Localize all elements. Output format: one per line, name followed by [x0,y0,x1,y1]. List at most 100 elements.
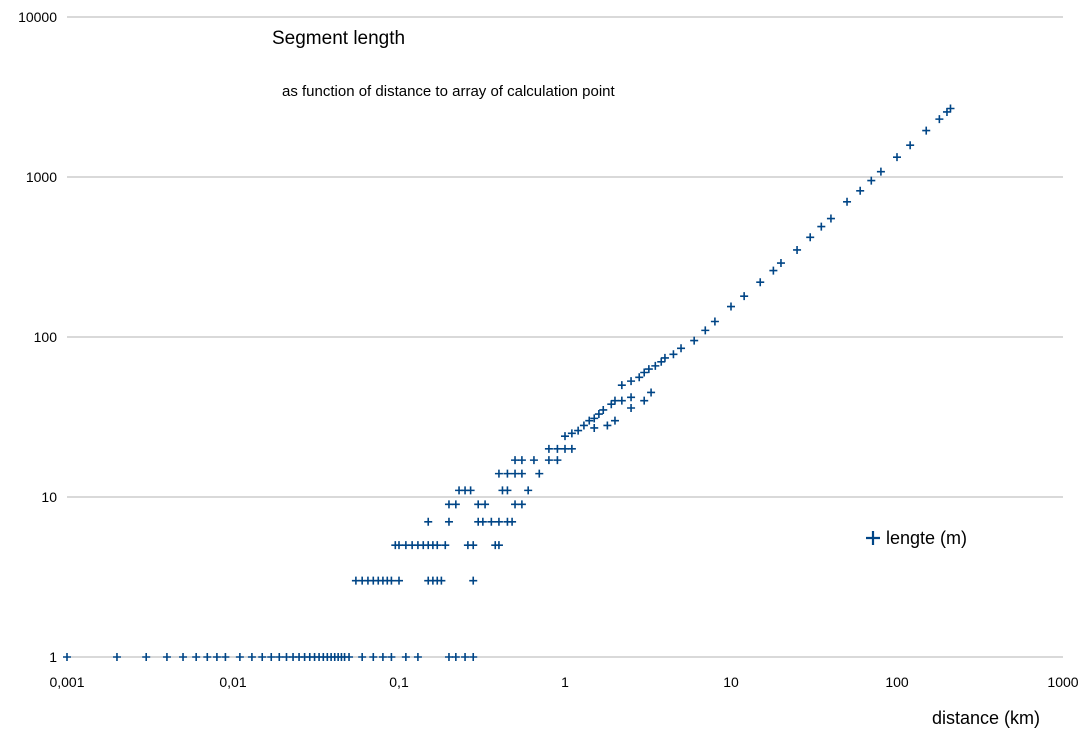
data-point [567,429,576,438]
x-axis-title: distance (km) [932,708,1040,728]
data-point [946,104,955,113]
data-point [444,517,453,526]
data-point [469,576,478,585]
y-tick-label: 1000 [26,169,57,185]
data-point [867,176,876,185]
data-point [162,653,171,661]
data-points [63,104,955,661]
data-point [793,245,802,254]
data-point [727,302,735,311]
data-point [610,416,619,425]
data-point [395,541,403,550]
data-point [627,393,636,402]
chart-subtitle: as function of distance to array of calc… [282,83,616,100]
y-tick-labels: 1 10 100 1000 10000 [18,9,57,665]
data-point [651,361,660,370]
data-point [922,126,931,135]
data-point [590,414,599,423]
data-point [508,517,517,526]
data-point [487,517,496,526]
data-point [461,653,470,661]
data-point [511,456,520,465]
data-point [806,233,815,242]
data-point [590,423,599,432]
data-point [603,421,612,430]
data-point [893,153,901,162]
data-point [517,456,526,465]
data-point [594,410,603,419]
data-point [876,167,885,176]
data-point [387,653,396,661]
data-point [627,377,636,386]
x-tick-label: 100 [885,674,909,690]
data-point [469,541,478,550]
data-point [776,259,785,268]
data-point [579,421,588,430]
data-point [258,653,267,661]
data-point [142,653,151,661]
data-point [63,653,71,661]
data-point [710,317,719,326]
data-point [433,541,442,550]
data-point [826,214,835,223]
y-tick-label: 10 [41,489,57,505]
data-point [517,500,526,509]
data-point [401,653,410,661]
data-point [451,500,460,509]
y-tick-label: 100 [34,329,58,345]
data-point [441,541,450,550]
data-point [437,576,446,585]
data-point [503,469,512,478]
grid-lines [67,16,1063,658]
data-point [192,653,201,661]
data-point [561,444,569,453]
data-point [640,396,649,405]
data-point [424,517,433,526]
data-point [535,469,544,478]
data-point [466,486,475,495]
x-tick-label: 1000 [1047,674,1078,690]
data-point [647,388,656,397]
data-point [369,653,378,661]
data-point [275,653,284,661]
x-tick-label: 0,001 [49,674,84,690]
data-point [529,456,538,465]
data-point [247,653,256,661]
data-point [553,456,562,465]
data-point [413,653,422,661]
data-point [212,653,221,661]
data-point [544,444,553,453]
y-tick-label: 10000 [18,9,57,25]
data-point [690,336,699,345]
data-point [203,653,212,661]
data-point [494,469,503,478]
data-point [494,517,503,526]
data-point [617,396,626,405]
data-point [221,653,230,661]
data-point [511,500,520,509]
data-point [503,486,512,495]
data-point [387,576,396,585]
legend-marker-plus [866,531,880,545]
data-point [469,653,478,661]
data-point [474,500,483,509]
data-point [640,368,649,377]
y-tick-label: 1 [49,649,57,665]
chart-title: Segment length [272,28,405,49]
data-point [561,432,569,441]
data-point [395,576,403,585]
data-point [635,373,644,382]
data-point [179,653,188,661]
data-point [444,500,453,509]
data-point [610,396,619,405]
data-point [856,186,865,195]
data-point [935,115,944,124]
data-point [769,266,778,275]
data-point [267,653,276,661]
data-point [112,653,121,661]
data-point [756,278,765,287]
data-point [235,653,244,661]
legend: lengte (m) [866,528,967,548]
data-point [494,541,503,550]
